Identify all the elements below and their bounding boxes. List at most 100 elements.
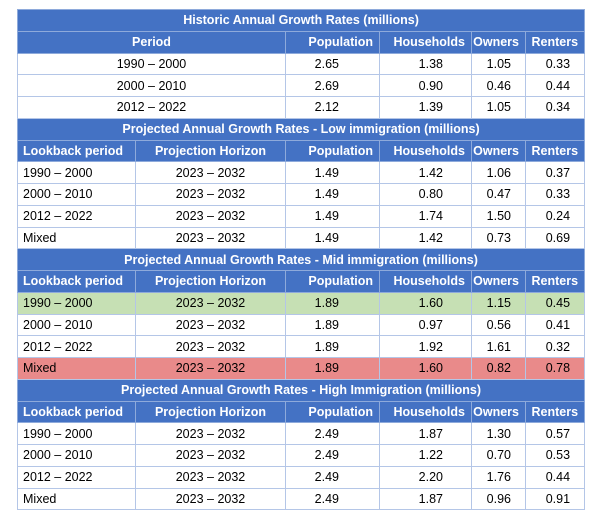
population-cell: 1.49 <box>285 183 380 206</box>
population-cell: 2.49 <box>285 487 380 510</box>
renters-cell: 0.57 <box>524 422 586 445</box>
lookback-cell: 1990 – 2000 <box>17 422 136 445</box>
table-row: 2012 – 2022 2023 – 2032 2.49 2.20 1.76 0… <box>17 465 586 489</box>
lookback-cell: 2000 – 2010 <box>17 183 136 206</box>
renters-cell: 0.91 <box>524 487 586 510</box>
header-owners: Owners <box>471 270 526 293</box>
owners-cell: 1.76 <box>471 465 526 489</box>
horizon-cell: 2023 – 2032 <box>135 226 286 250</box>
renters-cell: 0.37 <box>524 161 586 184</box>
owners-cell: 1.15 <box>471 291 526 315</box>
historic-header-renters: Renters <box>524 30 586 54</box>
households-cell: 1.74 <box>379 204 472 228</box>
population-cell: 2.12 <box>285 96 380 119</box>
renters-cell: 0.34 <box>524 96 586 119</box>
population-cell: 1.49 <box>285 226 380 250</box>
population-cell: 1.89 <box>285 335 380 358</box>
lookback-cell: 2012 – 2022 <box>17 204 136 228</box>
header-horizon: Projection Horizon <box>135 139 286 163</box>
owners-cell: 0.82 <box>471 357 526 380</box>
lookback-cell: 1990 – 2000 <box>17 291 136 315</box>
table-row: 2000 – 2010 2023 – 2032 1.89 0.97 0.56 0… <box>17 313 586 337</box>
table-row: 1990 – 2000 2023 – 2032 1.49 1.42 1.06 0… <box>17 161 586 184</box>
historic-header-households: Households <box>379 30 472 54</box>
historic-header-population: Population <box>285 30 380 54</box>
population-cell: 1.49 <box>285 161 380 184</box>
low-header-row: Lookback period Projection Horizon Popul… <box>17 139 586 163</box>
table-row: 2012 – 2022 2023 – 2032 1.49 1.74 1.50 0… <box>17 204 586 228</box>
households-cell: 1.22 <box>379 444 472 467</box>
header-population: Population <box>285 139 380 163</box>
header-households: Households <box>379 400 472 424</box>
historic-title: Historic Annual Growth Rates (millions) <box>16 9 586 32</box>
owners-cell: 1.61 <box>471 335 526 358</box>
population-cell: 1.89 <box>285 313 380 337</box>
households-cell: 0.80 <box>379 183 472 206</box>
header-owners: Owners <box>471 139 526 163</box>
horizon-cell: 2023 – 2032 <box>135 204 286 228</box>
header-lookback: Lookback period <box>17 139 136 163</box>
renters-cell: 0.45 <box>524 291 586 315</box>
table-row: 1990 – 2000 2.65 1.38 1.05 0.33 <box>17 52 586 76</box>
growth-rates-sheet: Historic Annual Growth Rates (millions) … <box>16 9 586 510</box>
renters-cell: 0.69 <box>524 226 586 250</box>
lookback-cell: 1990 – 2000 <box>17 161 136 184</box>
horizon-cell: 2023 – 2032 <box>135 313 286 337</box>
table-row: 2000 – 2010 2.69 0.90 0.46 0.44 <box>17 74 586 97</box>
households-cell: 1.87 <box>379 422 472 445</box>
population-cell: 2.49 <box>285 444 380 467</box>
owners-cell: 1.30 <box>471 422 526 445</box>
lookback-cell: 2012 – 2022 <box>17 335 136 358</box>
header-households: Households <box>379 270 472 293</box>
horizon-cell: 2023 – 2032 <box>135 183 286 206</box>
renters-cell: 0.44 <box>524 465 586 489</box>
horizon-cell: 2023 – 2032 <box>135 465 286 489</box>
households-cell: 1.92 <box>379 335 472 358</box>
population-cell: 2.49 <box>285 422 380 445</box>
header-households: Households <box>379 139 472 163</box>
owners-cell: 0.47 <box>471 183 526 206</box>
header-population: Population <box>285 400 380 424</box>
header-lookback: Lookback period <box>17 400 136 424</box>
header-renters: Renters <box>524 400 586 424</box>
renters-cell: 0.53 <box>524 444 586 467</box>
lookback-cell: Mixed <box>17 357 136 380</box>
owners-cell: 0.56 <box>471 313 526 337</box>
population-cell: 1.89 <box>285 357 380 380</box>
renters-cell: 0.41 <box>524 313 586 337</box>
section-title-row: Historic Annual Growth Rates (millions) <box>16 9 586 32</box>
lookback-cell: 2000 – 2010 <box>17 444 136 467</box>
high-header-row: Lookback period Projection Horizon Popul… <box>17 400 586 424</box>
table-row-highlighted: Mixed 2023 – 2032 1.89 1.60 0.82 0.78 <box>17 357 586 380</box>
renters-cell: 0.32 <box>524 335 586 358</box>
population-cell: 1.89 <box>285 291 380 315</box>
households-cell: 1.60 <box>379 291 472 315</box>
households-cell: 1.42 <box>379 161 472 184</box>
historic-header-period: Period <box>17 30 286 54</box>
horizon-cell: 2023 – 2032 <box>135 487 286 510</box>
households-cell: 0.97 <box>379 313 472 337</box>
owners-cell: 1.05 <box>471 52 526 76</box>
header-renters: Renters <box>524 139 586 163</box>
table-row: Mixed 2023 – 2032 1.49 1.42 0.73 0.69 <box>17 226 586 250</box>
lookback-cell: 2000 – 2010 <box>17 313 136 337</box>
renters-cell: 0.78 <box>524 357 586 380</box>
period-cell: 1990 – 2000 <box>17 52 286 76</box>
header-population: Population <box>285 270 380 293</box>
horizon-cell: 2023 – 2032 <box>135 291 286 315</box>
households-cell: 1.87 <box>379 487 472 510</box>
population-cell: 2.69 <box>285 74 380 97</box>
table-row: 2000 – 2010 2023 – 2032 2.49 1.22 0.70 0… <box>17 444 586 467</box>
table-row: 2012 – 2022 2.12 1.39 1.05 0.34 <box>17 96 586 119</box>
owners-cell: 0.96 <box>471 487 526 510</box>
section-title-row: Projected Annual Growth Rates - Low immi… <box>16 117 586 141</box>
header-renters: Renters <box>524 270 586 293</box>
growth-rates-table: Historic Annual Growth Rates (millions) … <box>16 9 586 510</box>
mid-title: Projected Annual Growth Rates - Mid immi… <box>16 248 586 271</box>
renters-cell: 0.33 <box>524 183 586 206</box>
population-cell: 1.49 <box>285 204 380 228</box>
population-cell: 2.65 <box>285 52 380 76</box>
period-cell: 2012 – 2022 <box>17 96 286 119</box>
households-cell: 0.90 <box>379 74 472 97</box>
table-row-highlighted: 1990 – 2000 2023 – 2032 1.89 1.60 1.15 0… <box>17 291 586 315</box>
